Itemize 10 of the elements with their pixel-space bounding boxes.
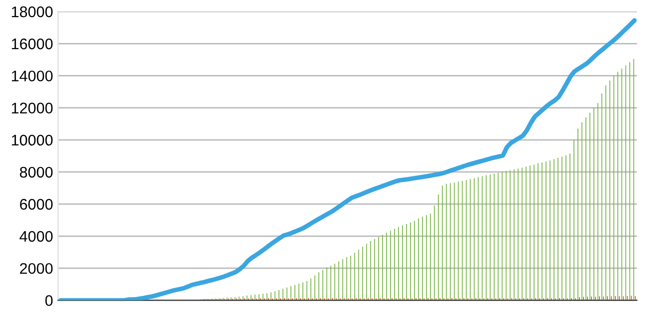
y-tick-label: 12000 [12, 102, 53, 114]
y-tick-label: 2000 [20, 263, 53, 274]
y-tick-label: 18000 [12, 6, 53, 18]
y-tick-label: 8000 [20, 166, 53, 178]
y-tick-label: 4000 [20, 231, 53, 242]
y-tick-label: 0 [45, 295, 53, 306]
y-tick-label: 10000 [12, 134, 53, 146]
y-tick-label: 6000 [20, 198, 53, 210]
y-tick-label: 16000 [12, 38, 53, 50]
y-tick-label: 14000 [12, 70, 53, 82]
